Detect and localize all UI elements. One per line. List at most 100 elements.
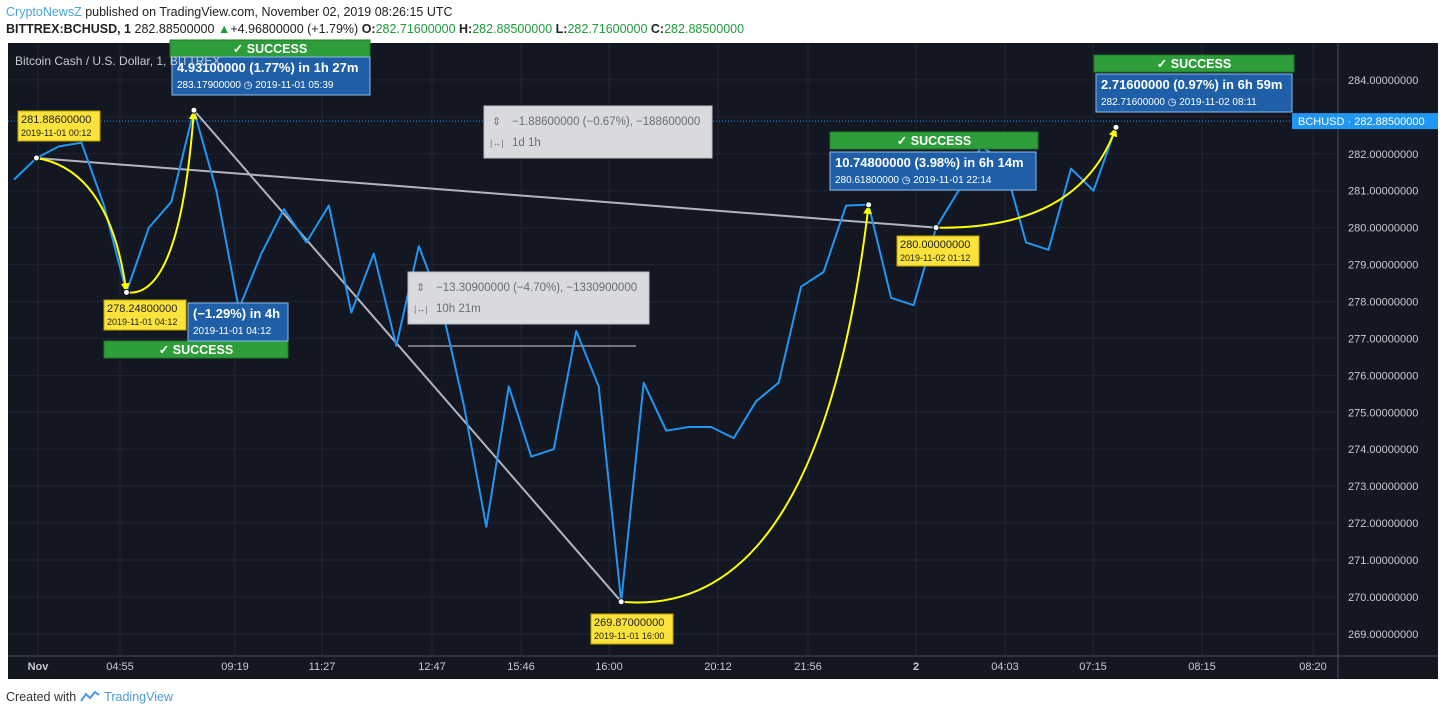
success-badge [829, 131, 1039, 150]
x-tick-label: 2 [913, 661, 919, 673]
price-label-text: 280.00000000 [900, 239, 970, 251]
point-marker [32, 154, 40, 162]
y-tick-label: 284.00000000 [1348, 75, 1418, 87]
info-box [187, 302, 289, 342]
y-tick-label: 274.00000000 [1348, 444, 1418, 456]
y-tick-label: 269.00000000 [1348, 629, 1418, 641]
info-box-title: (−1.29%) in 4h [193, 306, 280, 321]
y-tick-label: 279.00000000 [1348, 260, 1418, 272]
tradingview-logo-icon [80, 691, 100, 702]
publisher-link[interactable]: CryptoNewsZ [6, 5, 82, 19]
measure-box [483, 105, 713, 159]
measure-time-icon: |↔| [414, 304, 428, 314]
high-value: 282.88500000 [472, 22, 553, 36]
current-price-label: BCHUSD · 282.88500000 [1298, 116, 1425, 128]
arrowhead-icon [188, 110, 198, 120]
price-label-box [896, 235, 980, 267]
x-tick-label: 08:20 [1299, 661, 1327, 673]
footer: Created with TradingView [6, 690, 173, 704]
success-label: ✓ SUCCESS [159, 343, 233, 357]
tradingview-link[interactable]: TradingView [104, 690, 173, 704]
measure-time-text: 10h 21m [436, 303, 481, 315]
y-tick-label: 280.00000000 [1348, 223, 1418, 235]
info-box-sub: 280.61800000 ◷ 2019-11-01 22:14 [835, 175, 992, 186]
info-box-sub: 282.71600000 ◷ 2019-11-02 08:11 [1101, 97, 1257, 108]
ohlc-bar: BITTREX:BCHUSD, 1 282.88500000 ▲+4.96800… [6, 22, 744, 36]
publish-info: published on TradingView.com, November 0… [81, 5, 453, 19]
open-value: 282.71600000 [375, 22, 456, 36]
low-label: L: [555, 22, 568, 36]
arrowhead-icon [863, 204, 872, 215]
y-tick-label: 276.00000000 [1348, 370, 1418, 382]
price-change: +4.96800000 (+1.79%) [230, 22, 359, 36]
x-tick-label: 21:56 [794, 661, 822, 673]
last-price: 282.88500000 [134, 22, 215, 36]
measure-price-icon: ⇕ [416, 282, 425, 294]
price-label-date: 2019-11-02 01:12 [900, 253, 970, 263]
point-marker [932, 224, 940, 232]
x-tick-label: 04:03 [991, 661, 1019, 673]
point-marker [190, 106, 198, 114]
x-tick-label: 11:27 [309, 661, 336, 673]
success-label: ✓ SUCCESS [233, 42, 307, 56]
open-label: O: [361, 22, 376, 36]
info-box [171, 56, 371, 96]
price-label-text: 281.88600000 [21, 114, 91, 126]
measure-time-icon: |↔| [490, 138, 504, 148]
price-label-box [103, 299, 187, 331]
info-box-title: 10.74800000 (3.98%) in 6h 14m [835, 155, 1024, 170]
x-tick-label: 12:47 [418, 661, 446, 673]
y-tick-label: 281.00000000 [1348, 186, 1418, 198]
drop-line [193, 109, 622, 603]
publish-header: CryptoNewsZ published on TradingView.com… [6, 5, 453, 19]
y-tick-label: 277.00000000 [1348, 333, 1418, 345]
chart-title: Bitcoin Cash / U.S. Dollar, 1, BITTREX [15, 54, 220, 68]
trend-line [36, 156, 937, 229]
x-tick-label: 20:12 [704, 661, 732, 673]
success-label: ✓ SUCCESS [1157, 57, 1231, 71]
price-label-date: 2019-11-01 00:12 [21, 128, 91, 138]
point-marker [122, 288, 130, 296]
success-badge [1093, 54, 1295, 73]
price-label-date: 2019-11-01 04:12 [107, 317, 177, 327]
y-tick-label: 272.00000000 [1348, 518, 1418, 530]
arrowhead-icon [120, 282, 130, 293]
trend-arrow [36, 157, 128, 293]
measure-time-text: 1d 1h [512, 137, 541, 149]
x-tick-label: 15:46 [507, 661, 535, 673]
point-marker [865, 201, 873, 209]
y-tick-label: 278.00000000 [1348, 296, 1418, 308]
y-tick-label: 271.00000000 [1348, 555, 1418, 567]
price-label-text: 278.24800000 [107, 303, 177, 315]
x-tick-label: 07:15 [1079, 661, 1107, 673]
x-tick-label: 09:19 [221, 661, 249, 673]
x-tick-label: Nov [28, 661, 50, 673]
point-marker [1112, 123, 1120, 131]
measure-box [407, 271, 650, 325]
y-tick-label: 275.00000000 [1348, 407, 1418, 419]
info-box-sub: 2019-11-01 04:12 [193, 326, 272, 337]
measure-price-text: −13.30900000 (−4.70%), −1330900000 [436, 282, 637, 294]
price-label-date: 2019-11-01 16:00 [594, 631, 664, 641]
measure-price-text: −1.88600000 (−0.67%), −188600000 [512, 116, 700, 128]
info-box [829, 151, 1037, 191]
y-tick-label: 273.00000000 [1348, 481, 1418, 493]
price-label-text: 269.87000000 [594, 617, 664, 629]
y-tick-label: 282.00000000 [1348, 149, 1418, 161]
price-label-box [17, 110, 101, 142]
x-tick-label: 16:00 [595, 661, 623, 673]
info-box [1095, 73, 1293, 113]
price-label-box [590, 613, 674, 645]
x-tick-label: 08:15 [1188, 661, 1216, 673]
measure-price-icon: ⇕ [492, 116, 501, 128]
close-label: C: [650, 22, 665, 36]
x-tick-label: 04:55 [106, 661, 134, 673]
low-value: 282.71600000 [567, 22, 648, 36]
close-value: 282.88500000 [664, 22, 745, 36]
created-with-label: Created with [6, 690, 77, 704]
symbol-label: BITTREX:BCHUSD, 1 [6, 22, 132, 36]
up-arrow-icon: ▲ [217, 22, 231, 36]
y-tick-label: 270.00000000 [1348, 592, 1418, 604]
success-label: ✓ SUCCESS [897, 134, 971, 148]
